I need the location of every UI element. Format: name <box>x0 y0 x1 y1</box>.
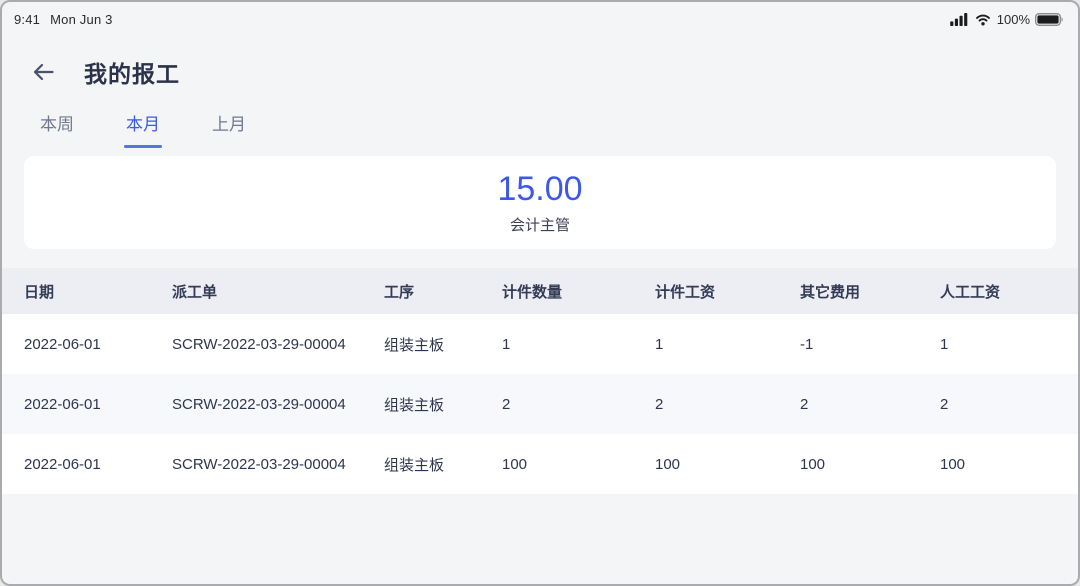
table-row[interactable]: 2022-06-01 SCRW-2022-03-29-00004 组装主板 2 … <box>2 374 1078 434</box>
cell-process: 组装主板 <box>384 456 445 474</box>
battery-percent-label: 100% <box>996 11 1030 27</box>
cell-other-fee: -1 <box>800 335 814 353</box>
period-tabs: 本周 本月 上月 <box>2 110 1078 150</box>
column-header-date: 日期 <box>24 283 55 301</box>
table-row[interactable]: 2022-06-01 SCRW-2022-03-29-00004 组装主板 10… <box>2 434 1078 494</box>
table-header-row: 日期 派工单 工序 计件数量 计件工资 其它费用 人工工资 <box>2 268 1078 314</box>
cell-other-fee: 100 <box>800 455 826 473</box>
summary-card: 15.00 会计主管 <box>24 156 1056 249</box>
cell-piece-qty: 1 <box>502 335 511 353</box>
tab-last-month[interactable]: 上月 <box>212 115 246 134</box>
cell-piece-wage: 2 <box>655 395 664 413</box>
battery-icon <box>1035 12 1064 26</box>
cell-process: 组装主板 <box>384 396 445 414</box>
column-header-other-fee: 其它费用 <box>800 283 861 301</box>
page-title: 我的报工 <box>84 61 180 87</box>
cell-dispatch-order: SCRW-2022-03-29-00004 <box>172 335 346 353</box>
table-body: 2022-06-01 SCRW-2022-03-29-00004 组装主板 1 … <box>2 314 1078 494</box>
column-header-piece-wage: 计件工资 <box>655 283 716 301</box>
cell-labor-wage: 100 <box>940 455 966 473</box>
cell-process: 组装主板 <box>384 336 445 354</box>
back-arrow-icon[interactable] <box>30 59 56 85</box>
cell-date: 2022-06-01 <box>24 455 101 473</box>
cell-dispatch-order: SCRW-2022-03-29-00004 <box>172 455 346 473</box>
status-date: Mon Jun 3 <box>50 11 113 27</box>
column-header-labor-wage: 人工工资 <box>940 283 1001 301</box>
tab-this-month[interactable]: 本月 <box>126 110 160 150</box>
cellular-signal-icon <box>949 12 969 26</box>
cell-piece-wage: 100 <box>655 455 681 473</box>
table-row[interactable]: 2022-06-01 SCRW-2022-03-29-00004 组装主板 1 … <box>2 314 1078 374</box>
summary-role-label: 会计主管 <box>509 217 570 235</box>
cell-labor-wage: 1 <box>940 335 949 353</box>
report-table: 日期 派工单 工序 计件数量 计件工资 其它费用 人工工资 2022-06-01… <box>2 268 1078 494</box>
tab-this-week[interactable]: 本周 <box>40 115 74 134</box>
cell-other-fee: 2 <box>800 395 809 413</box>
cell-piece-qty: 2 <box>502 395 511 413</box>
wifi-icon <box>974 13 992 26</box>
column-header-dispatch-order: 派工单 <box>172 283 218 301</box>
summary-total-value: 15.00 <box>497 169 583 208</box>
column-header-piece-qty: 计件数量 <box>502 283 563 301</box>
clock-time: 9:41 <box>14 11 41 27</box>
cell-piece-qty: 100 <box>502 455 528 473</box>
status-right: 100% <box>949 11 1064 27</box>
status-bar: 9:41 Mon Jun 3 100% <box>2 2 1078 32</box>
column-header-process: 工序 <box>384 283 415 301</box>
status-left: 9:41 Mon Jun 3 <box>14 12 113 27</box>
page-header: 我的报工 <box>2 32 1078 94</box>
cell-date: 2022-06-01 <box>24 335 101 353</box>
cell-piece-wage: 1 <box>655 335 664 353</box>
cell-dispatch-order: SCRW-2022-03-29-00004 <box>172 395 346 413</box>
cell-date: 2022-06-01 <box>24 395 101 413</box>
cell-labor-wage: 2 <box>940 395 949 413</box>
